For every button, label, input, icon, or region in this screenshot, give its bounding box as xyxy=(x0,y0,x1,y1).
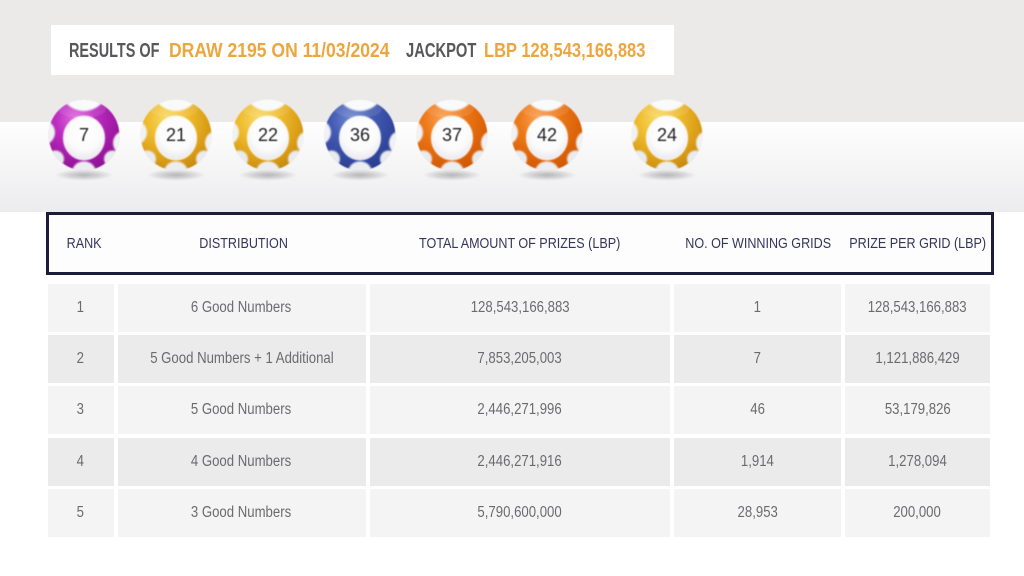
svg-text:22: 22 xyxy=(258,125,278,145)
svg-text:36: 36 xyxy=(350,125,370,145)
svg-text:24: 24 xyxy=(657,125,677,145)
svg-text:7: 7 xyxy=(79,125,89,145)
svg-text:21: 21 xyxy=(166,125,186,145)
svg-text:42: 42 xyxy=(537,125,557,145)
svg-text:37: 37 xyxy=(442,125,462,145)
